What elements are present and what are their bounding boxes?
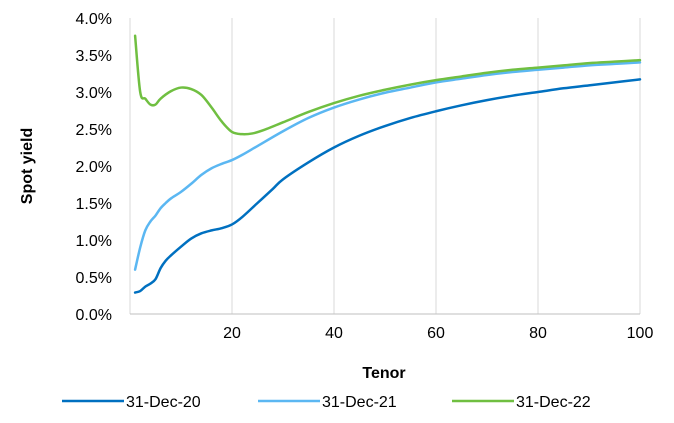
y-tick-label: 3.0% xyxy=(76,85,112,102)
legend-label: 31-Dec-20 xyxy=(126,394,201,411)
series-lines xyxy=(133,34,642,294)
legend-item: 31-Dec-22 xyxy=(452,394,591,411)
axes xyxy=(129,18,640,315)
y-tick-label: 2.5% xyxy=(76,122,112,139)
legend-label: 31-Dec-22 xyxy=(516,394,591,411)
y-tick-label: 1.0% xyxy=(76,233,112,250)
y-tick-label: 2.0% xyxy=(76,159,112,176)
y-tick-label: 0.0% xyxy=(76,307,112,324)
x-tick-label: 80 xyxy=(529,325,547,342)
legend-item: 31-Dec-21 xyxy=(258,394,397,411)
series-line-2 xyxy=(133,61,642,271)
y-tick-label: 4.0% xyxy=(76,11,112,28)
y-tick-label: 3.5% xyxy=(76,48,112,65)
y-tick-label: 0.5% xyxy=(76,270,112,287)
y-axis-title: Spot yield xyxy=(19,128,36,204)
x-tick-label: 40 xyxy=(325,325,343,342)
legend: 31-Dec-20 31-Dec-21 31-Dec-22 xyxy=(62,394,591,411)
series-line-1 xyxy=(133,78,642,294)
x-tick-label: 100 xyxy=(627,325,654,342)
series-line-3 xyxy=(133,34,642,136)
x-tick-label: 60 xyxy=(427,325,445,342)
x-tick-labels: 20 40 60 80 100 xyxy=(223,325,653,342)
legend-item: 31-Dec-20 xyxy=(62,394,201,411)
y-tick-labels: 0.0% 0.5% 1.0% 1.5% 2.0% 2.5% 3.0% 3.5% 4.0% xyxy=(76,11,112,324)
legend-label: 31-Dec-21 xyxy=(322,394,397,411)
x-tick-label: 20 xyxy=(223,325,241,342)
gridlines xyxy=(231,18,641,314)
x-axis-title: Tenor xyxy=(362,365,405,382)
y-tick-label: 1.5% xyxy=(76,196,112,213)
